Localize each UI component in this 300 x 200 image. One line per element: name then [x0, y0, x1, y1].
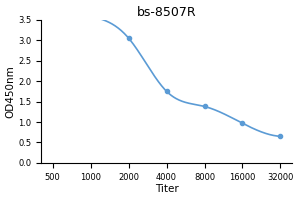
Title: bs-8507R: bs-8507R: [137, 6, 196, 19]
Y-axis label: OD450nm: OD450nm: [6, 65, 16, 118]
X-axis label: Titer: Titer: [155, 184, 178, 194]
